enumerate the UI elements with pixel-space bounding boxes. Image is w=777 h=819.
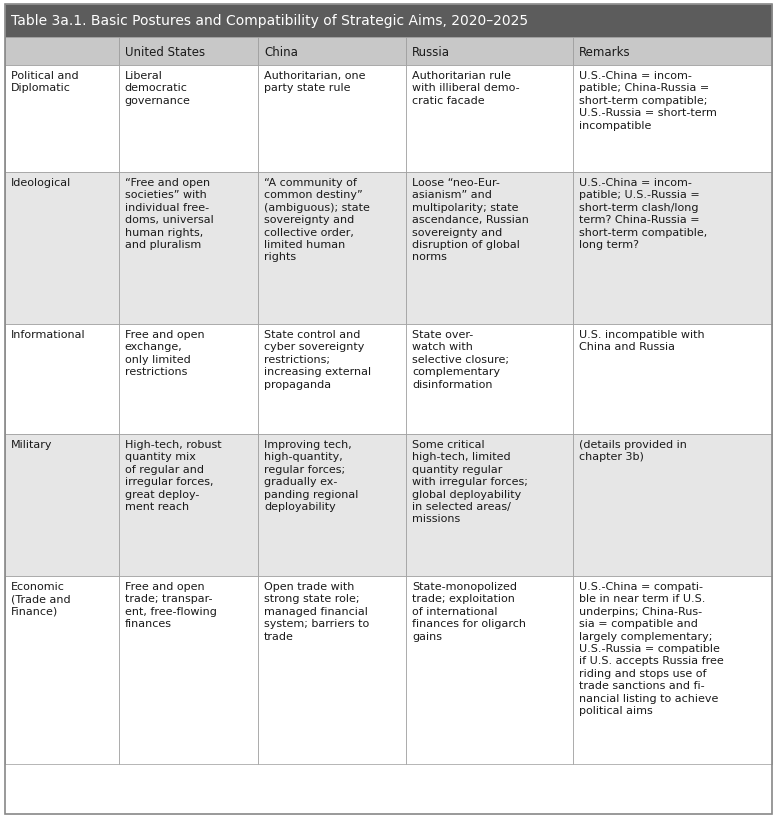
Bar [573, 324, 772, 434]
Bar [406, 38, 573, 66]
Bar [119, 577, 258, 764]
Bar [573, 66, 772, 173]
Bar [119, 434, 258, 577]
Bar [406, 324, 573, 434]
Text: Authoritarian, one
party state rule: Authoritarian, one party state rule [264, 71, 366, 93]
Text: U.S.-China = incom-
patible; China-Russia =
short-term compatible;
U.S.-Russia =: U.S.-China = incom- patible; China-Russi… [579, 71, 716, 130]
Bar [5, 5, 772, 38]
Bar [573, 38, 772, 66]
Text: Some critical
high-tech, limited
quantity regular
with irregular forces;
global : Some critical high-tech, limited quantit… [412, 440, 528, 524]
Bar [573, 173, 772, 324]
Text: Political and
Diplomatic: Political and Diplomatic [11, 71, 78, 93]
Bar [119, 173, 258, 324]
Bar [119, 66, 258, 173]
Bar [119, 324, 258, 434]
Bar [5, 173, 119, 324]
Text: Authoritarian rule
with illiberal demo-
cratic facade: Authoritarian rule with illiberal demo- … [412, 71, 520, 106]
Bar [573, 434, 772, 577]
Bar [5, 577, 119, 764]
Bar [119, 38, 258, 66]
Bar [258, 434, 406, 577]
Bar [5, 324, 119, 434]
Bar [406, 434, 573, 577]
Text: Ideological: Ideological [11, 178, 71, 188]
Text: High-tech, robust
quantity mix
of regular and
irregular forces,
great deploy-
me: High-tech, robust quantity mix of regula… [124, 440, 221, 511]
Bar [258, 38, 406, 66]
Text: Military: Military [11, 440, 53, 450]
Text: Free and open
exchange,
only limited
restrictions: Free and open exchange, only limited res… [124, 329, 204, 377]
Text: China: China [264, 45, 298, 58]
Text: U.S. incompatible with
China and Russia: U.S. incompatible with China and Russia [579, 329, 704, 352]
Text: State over-
watch with
selective closure;
complementary
disinformation: State over- watch with selective closure… [412, 329, 509, 389]
Bar [258, 66, 406, 173]
Text: State-monopolized
trade; exploitation
of international
finances for oligarch
gai: State-monopolized trade; exploitation of… [412, 581, 526, 640]
Bar [258, 577, 406, 764]
Bar [406, 173, 573, 324]
Text: “A community of
common destiny”
(ambiguous); state
sovereignty and
collective or: “A community of common destiny” (ambiguo… [264, 178, 370, 262]
Text: Russia: Russia [412, 45, 450, 58]
Bar [258, 173, 406, 324]
Text: (details provided in
chapter 3b): (details provided in chapter 3b) [579, 440, 686, 462]
Text: Remarks: Remarks [579, 45, 630, 58]
Bar [5, 38, 119, 66]
Text: Table 3a.1. Basic Postures and Compatibility of Strategic Aims, 2020–2025: Table 3a.1. Basic Postures and Compatibi… [11, 15, 528, 29]
Bar [5, 434, 119, 577]
Bar [5, 66, 119, 173]
Bar [406, 66, 573, 173]
Text: United States: United States [124, 45, 204, 58]
Text: Informational: Informational [11, 329, 85, 340]
Bar [573, 577, 772, 764]
Text: Loose “neo-Eur-
asianism” and
multipolarity; state
ascendance, Russian
sovereign: Loose “neo-Eur- asianism” and multipolar… [412, 178, 529, 262]
Bar [406, 577, 573, 764]
Text: Open trade with
strong state role;
managed financial
system; barriers to
trade: Open trade with strong state role; manag… [264, 581, 369, 640]
Text: Liberal
democratic
governance: Liberal democratic governance [124, 71, 190, 106]
Text: Economic
(Trade and
Finance): Economic (Trade and Finance) [11, 581, 71, 616]
Text: U.S.-China = incom-
patible; U.S.-Russia =
short-term clash/long
term? China-Rus: U.S.-China = incom- patible; U.S.-Russia… [579, 178, 707, 250]
Bar [258, 324, 406, 434]
Text: Improving tech,
high-quantity,
regular forces;
gradually ex-
panding regional
de: Improving tech, high-quantity, regular f… [264, 440, 358, 511]
Text: State control and
cyber sovereignty
restrictions;
increasing external
propaganda: State control and cyber sovereignty rest… [264, 329, 371, 389]
Text: “Free and open
societies” with
individual free-
doms, universal
human rights,
an: “Free and open societies” with individua… [124, 178, 213, 250]
Text: U.S.-China = compati-
ble in near term if U.S.
underpins; China-Rus-
sia = compa: U.S.-China = compati- ble in near term i… [579, 581, 723, 715]
Text: Free and open
trade; transpar-
ent, free-flowing
finances: Free and open trade; transpar- ent, free… [124, 581, 216, 628]
